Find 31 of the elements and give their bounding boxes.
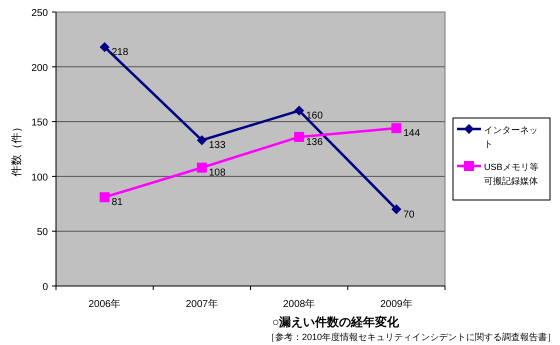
y-axis-title: 件数（件） — [11, 122, 23, 176]
x-tick-label: 2007年 — [186, 298, 218, 310]
point — [294, 132, 304, 142]
x-tick-label: 2006年 — [88, 298, 121, 310]
point — [196, 162, 207, 173]
data-label: 133 — [208, 140, 226, 152]
y-tick-label: 150 — [31, 118, 48, 129]
text: ［参考：2010年度情報セキュリティインシデントに関する調査報告書］ — [266, 332, 556, 342]
y-tick-label: 0 — [42, 282, 48, 293]
data-label: 144 — [403, 128, 420, 140]
x-tick-label: 2009年 — [380, 298, 412, 310]
point — [391, 204, 402, 214]
point — [294, 106, 304, 116]
legend-label: USBメモリ等可搬記録媒体 — [484, 162, 539, 186]
data-label: 70 — [403, 209, 415, 220]
data-label: 218 — [112, 47, 129, 58]
point — [100, 42, 110, 52]
point — [391, 123, 402, 134]
text: ○漏えい件数の経年変化 — [272, 315, 400, 329]
legend-label: インターネット — [484, 125, 538, 149]
data-label: 108 — [208, 168, 226, 179]
x-tick-label: 2008年 — [283, 298, 316, 310]
data-label: 160 — [306, 110, 324, 122]
y-tick-label: 250 — [31, 8, 48, 19]
data-label: 136 — [306, 136, 324, 148]
y-tick-label: 50 — [36, 227, 48, 238]
point — [196, 135, 207, 146]
y-tick-label: 200 — [31, 62, 48, 74]
point — [100, 192, 110, 202]
y-tick-label: 100 — [31, 172, 48, 184]
data-label: 81 — [112, 197, 124, 208]
